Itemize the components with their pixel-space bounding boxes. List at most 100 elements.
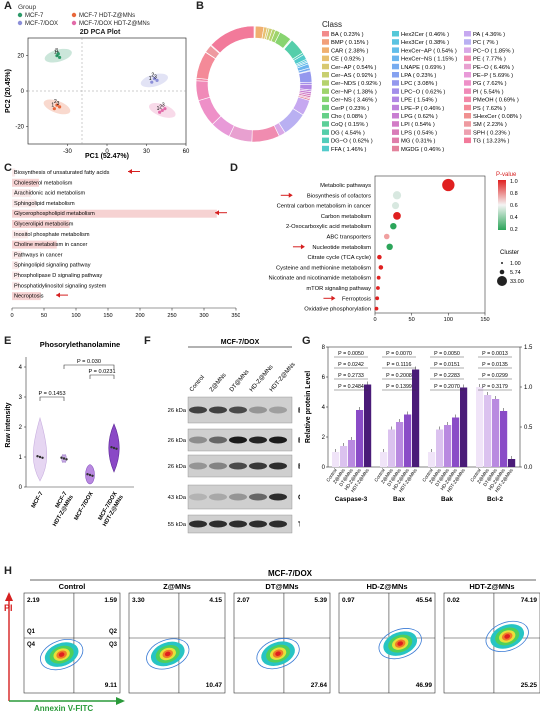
- legend-label: Cer−NP ( 1.38% ): [331, 89, 377, 95]
- x-tick-label: 300: [199, 313, 208, 319]
- q1-value: 2.07: [237, 597, 250, 604]
- legend-swatch: [392, 88, 399, 94]
- legend-label: Hex3Cer ( 0.38% ): [401, 40, 449, 46]
- cluster-size-label: 5.74: [510, 270, 521, 276]
- donut-slice: [195, 80, 211, 102]
- marker-label: 26 kDa: [168, 408, 187, 414]
- bar-label: Arachidonic acid metabolism: [14, 191, 86, 197]
- band: [189, 520, 207, 528]
- arrow-head-icon: [288, 192, 293, 198]
- bar: [500, 411, 508, 467]
- band: [249, 520, 267, 528]
- legend-label: HexCer−AP ( 0.54% ): [401, 48, 457, 54]
- x-tick-label: MCF-7: [31, 491, 45, 509]
- bar: [364, 384, 372, 467]
- arrow-head-icon: [56, 292, 60, 298]
- marker-label: 55 kDa: [168, 522, 187, 528]
- p-value-label: P = 0.2070: [434, 384, 460, 390]
- x-tick-label: 0: [10, 313, 13, 319]
- pvalue-tick-label: 0.2: [510, 227, 518, 233]
- x-tick-label: 350: [231, 313, 240, 319]
- marker-label: 43 kDa: [168, 495, 187, 501]
- point-label: 1: [51, 103, 54, 109]
- data-point: [158, 110, 162, 114]
- panel-label: G: [302, 335, 311, 347]
- pathway-label: Metabolic pathways: [320, 183, 371, 189]
- q3-value: 10.47: [206, 682, 223, 689]
- bubble: [383, 233, 390, 240]
- legend-swatch: [392, 145, 399, 152]
- data-point: [110, 446, 113, 449]
- pathway-label: Cysteine and methionine metabolism: [276, 265, 371, 271]
- legend-label: PC ( 7% ): [473, 40, 498, 46]
- p-value-label: P = 0.0299: [482, 373, 508, 379]
- point-label: 1: [157, 106, 160, 112]
- violins: [33, 416, 120, 485]
- x-tick-label: 30: [143, 149, 150, 155]
- plot-title: HD-Z@MNs: [366, 582, 407, 591]
- q1-value: 3.30: [132, 597, 145, 604]
- panel-c: C Biosynthesis of unsaturated fatty acid…: [0, 162, 241, 322]
- legend-label: DG−O ( 0.62% ): [331, 139, 373, 145]
- legend-swatch: [71, 20, 77, 26]
- legend-swatch: [464, 104, 471, 111]
- legend-label: SM ( 2.23% ): [473, 122, 507, 128]
- point-label: 3: [162, 103, 165, 109]
- legend-label: LNAPE ( 0.69% ): [401, 65, 445, 71]
- point-label: 2: [54, 99, 57, 105]
- bar: [388, 429, 396, 467]
- bar: [12, 189, 32, 198]
- point-label: 3: [55, 48, 58, 54]
- band: [269, 520, 287, 528]
- panel-h: H MCF-7/DOX Control 2.19 1.59 9.11 Q1 Q2 Q3 Q4 Z…: [0, 565, 540, 715]
- bubble: [378, 265, 384, 270]
- band: [269, 436, 287, 444]
- legend-swatch: [392, 31, 399, 37]
- p-value-label: P = 0.0013: [482, 351, 508, 357]
- data-point: [60, 456, 63, 459]
- y-tick-label-right: 1.0: [524, 385, 533, 391]
- legend-swatch: [322, 47, 329, 53]
- y-axis-arrow: [5, 592, 13, 701]
- data-point: [88, 473, 92, 477]
- bar: [12, 199, 37, 208]
- legend-label: BA ( 0.23% ): [331, 32, 364, 38]
- bubble: [392, 191, 402, 200]
- axis-ticks: 0 50 100 150: [373, 313, 490, 323]
- bubble: [376, 275, 381, 280]
- bubble: [391, 202, 400, 210]
- legend-label: MCF-7 HDT-Z@MNs: [79, 13, 135, 19]
- p-value-label: P = 0.0231: [88, 369, 115, 375]
- p-value-label: P = 0.0151: [434, 362, 460, 368]
- legend-swatch: [322, 88, 329, 94]
- band: [209, 493, 227, 501]
- cluster-ellipse: [43, 99, 71, 115]
- flow-cytometry: MCF-7/DOX Control 2.19 1.59 9.11 Q1 Q2 Q3 Q4 Z@M…: [4, 569, 540, 713]
- bar-label: Phospholipase D signaling pathway: [14, 273, 103, 279]
- y-tick-label-right: 0.5: [524, 425, 533, 431]
- band: [249, 462, 267, 470]
- bar: [492, 399, 500, 467]
- legend-label: LPE ( 1.54% ): [401, 98, 437, 104]
- q1-value: 0.97: [342, 597, 355, 604]
- density-contour: [504, 634, 511, 639]
- quadrant-label: Q2: [109, 629, 118, 635]
- y-tick-label: 8: [322, 345, 326, 351]
- pvalue-tick-label: 0.8: [510, 191, 518, 197]
- bar: [412, 369, 420, 467]
- band: [209, 520, 227, 528]
- y-axis-label: Relative protein Level: [305, 371, 312, 443]
- band: [249, 436, 267, 444]
- y-tick-label: 3: [19, 395, 23, 401]
- bubble: [376, 286, 380, 290]
- y-tick-label: 6: [322, 375, 326, 381]
- point-label: 2: [159, 104, 162, 110]
- bar: [484, 395, 492, 467]
- y-tick-label-right: 0.0: [524, 465, 533, 471]
- bar: [356, 410, 364, 467]
- q3-value: 9.11: [105, 682, 118, 689]
- p-value-label: P = 0.1453: [38, 391, 65, 397]
